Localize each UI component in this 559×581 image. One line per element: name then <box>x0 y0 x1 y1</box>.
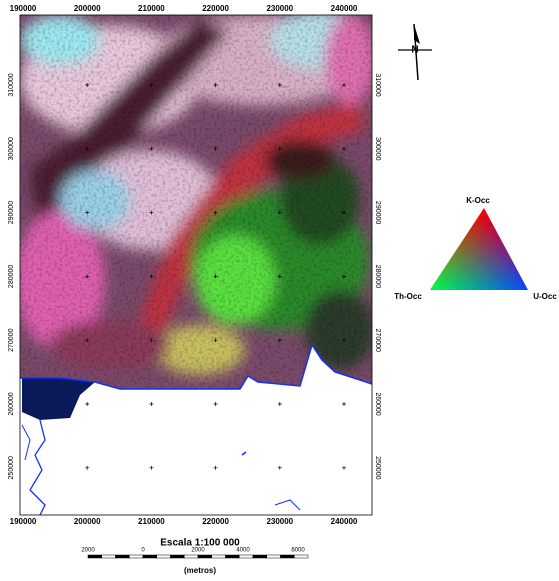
y-label-left: 280000 <box>8 265 15 288</box>
y-label-left: 270000 <box>8 328 15 351</box>
scale-segment <box>143 555 157 558</box>
scale-segment <box>116 555 130 558</box>
y-label-right: 310000 <box>374 73 381 96</box>
x-label-top: 190000 <box>10 4 37 13</box>
scale-label: 6000 <box>291 548 305 554</box>
y-label-right: 280000 <box>374 265 381 288</box>
scale-segment <box>267 555 281 558</box>
y-label-left: 250000 <box>8 456 15 479</box>
scale-segment <box>171 555 185 558</box>
scale-segment <box>198 555 212 558</box>
scale-unit: (metros) <box>184 566 216 575</box>
y-label-right: 260000 <box>374 392 381 415</box>
scale-label: 4000 <box>236 548 250 554</box>
scale-segment <box>281 555 295 558</box>
scale-segment <box>294 555 308 558</box>
y-label-right: 250000 <box>374 456 381 479</box>
x-label-top: 240000 <box>331 4 358 13</box>
x-label-top: 200000 <box>74 4 101 13</box>
scale-segment <box>157 555 171 558</box>
scale-segment <box>212 555 226 558</box>
north-arrow: N <box>398 24 432 80</box>
scale-segment <box>184 555 198 558</box>
x-label-bottom: 210000 <box>138 517 165 526</box>
scale-label: 2000 <box>81 548 95 554</box>
radiometric-image <box>15 10 375 515</box>
x-label-top: 220000 <box>202 4 229 13</box>
y-label-left: 300000 <box>8 137 15 160</box>
scale-segment <box>226 555 240 558</box>
x-label-bottom: 220000 <box>202 517 229 526</box>
legend-th: Th-Occ <box>394 292 422 301</box>
scale-segment <box>88 555 102 558</box>
scale-segment <box>129 555 143 558</box>
x-label-bottom: 200000 <box>74 517 101 526</box>
scale-label: 0 <box>141 548 145 554</box>
scale-label: 2000 <box>191 548 205 554</box>
north-label: N <box>411 45 418 56</box>
x-label-top: 210000 <box>138 4 165 13</box>
legend-k: K-Occ <box>466 196 490 205</box>
map-page: N K-Occ Th-Occ U-Occ Escala 1:100 000 20… <box>0 0 559 581</box>
x-label-bottom: 240000 <box>331 517 358 526</box>
y-label-left: 290000 <box>8 201 15 224</box>
scale-segment <box>253 555 267 558</box>
y-label-right: 300000 <box>374 137 381 160</box>
scale-segment <box>102 555 116 558</box>
scale-segment <box>239 555 253 558</box>
ternary-legend: K-Occ Th-Occ U-Occ <box>394 196 557 301</box>
y-label-right: 290000 <box>374 201 381 224</box>
x-label-bottom: 190000 <box>10 517 37 526</box>
y-label-left: 310000 <box>8 73 15 96</box>
y-label-left: 260000 <box>8 392 15 415</box>
y-label-right: 270000 <box>374 329 381 352</box>
x-label-top: 230000 <box>266 4 293 13</box>
legend-u: U-Occ <box>533 292 557 301</box>
x-label-bottom: 230000 <box>266 517 293 526</box>
